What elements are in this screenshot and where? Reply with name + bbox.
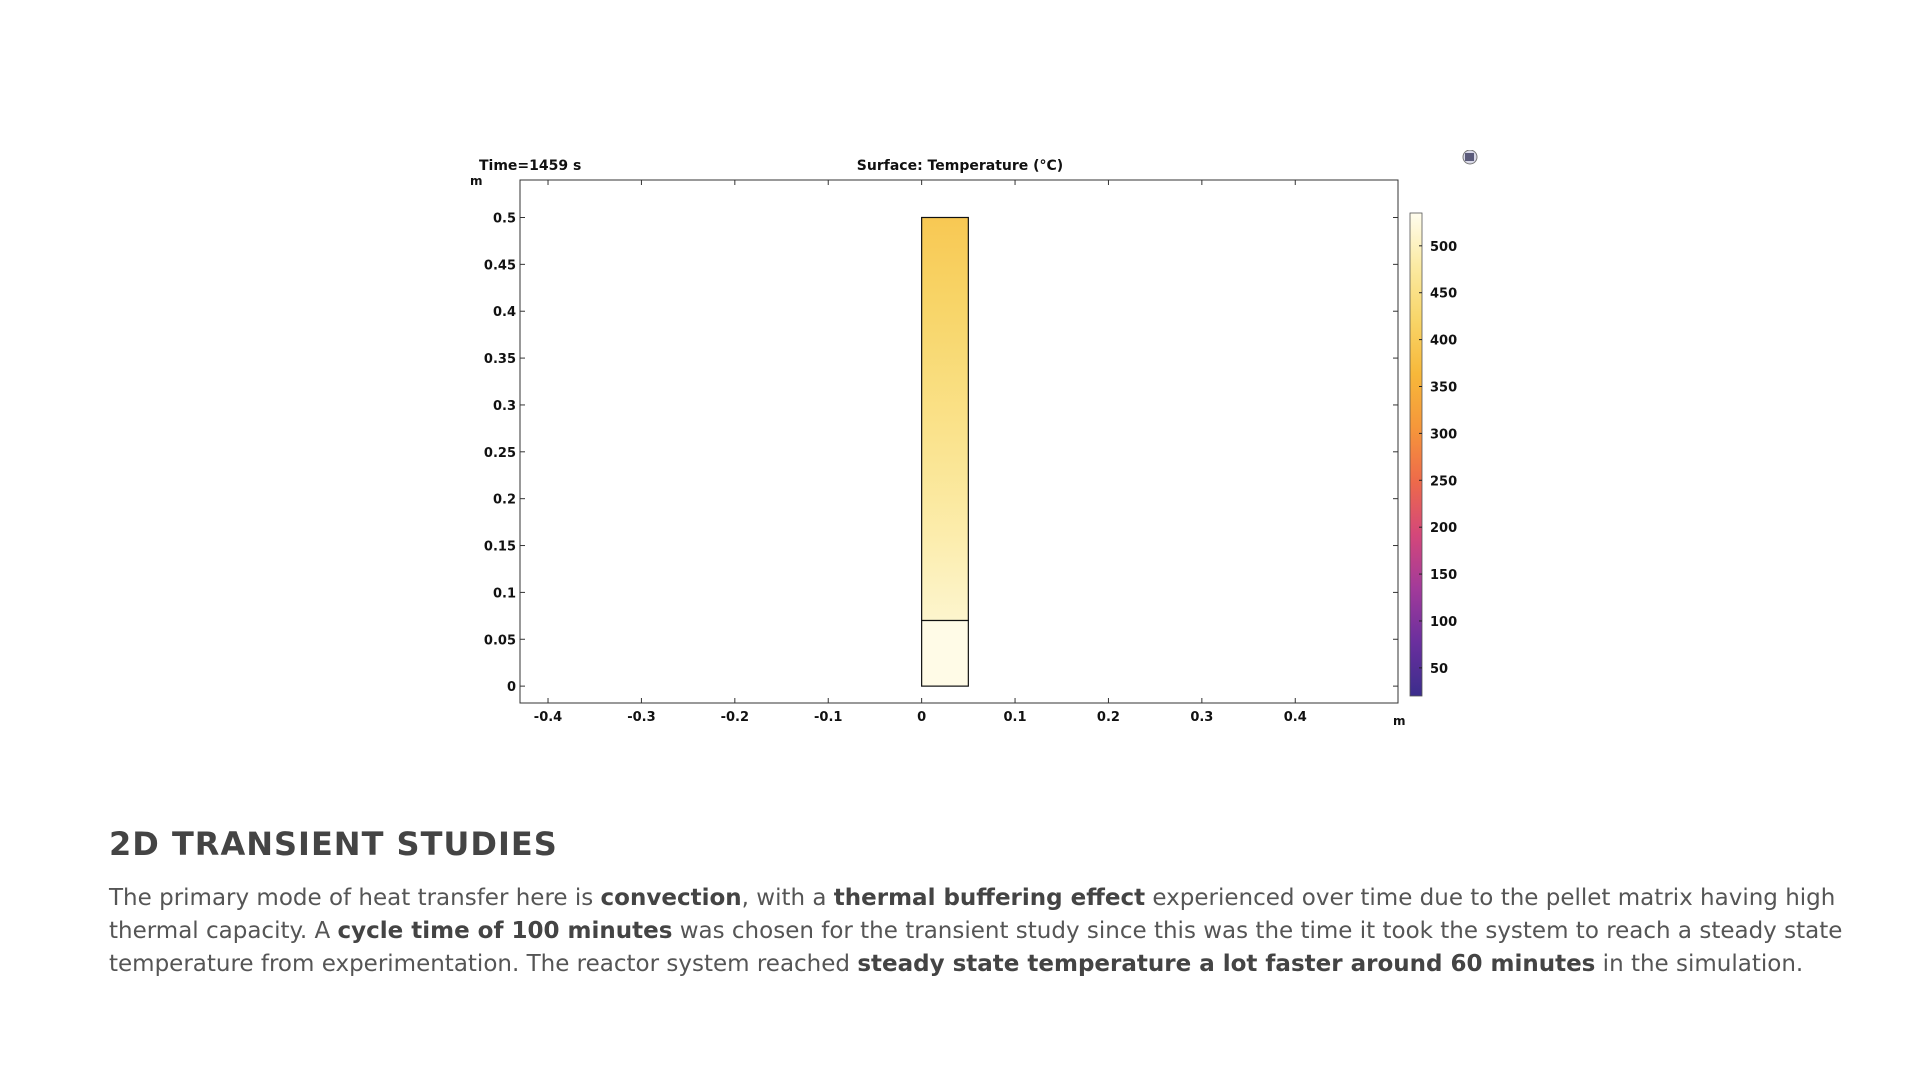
colorbar-tick-label: 50 xyxy=(1430,662,1448,677)
x-tick-label: -0.1 xyxy=(814,710,842,725)
colorbar-gradient xyxy=(1409,212,1423,697)
x-tick-label: 0.1 xyxy=(1004,710,1027,725)
plot-time-label: Time=1459 s xyxy=(479,158,581,174)
y-tick-label: 0.5 xyxy=(493,211,516,226)
y-tick-label: 0.45 xyxy=(484,258,516,273)
paragraph-text: , with a xyxy=(741,885,834,911)
section-title: 2D TRANSIENT STUDIES xyxy=(109,825,558,863)
colorbar-tick-label: 450 xyxy=(1430,287,1457,302)
colorbar-tick-label: 400 xyxy=(1430,334,1457,349)
section-paragraph: The primary mode of heat transfer here i… xyxy=(109,882,1869,981)
x-tick-label: -0.4 xyxy=(534,710,562,725)
domains-layer xyxy=(921,216,969,687)
y-tick-label: 0.35 xyxy=(484,352,516,367)
y-tick-label: 0.4 xyxy=(493,305,516,320)
colorbar-tick-label: 200 xyxy=(1430,521,1457,536)
x-axis-unit: m xyxy=(1393,714,1406,728)
x-tick-label: -0.3 xyxy=(627,710,655,725)
x-axis-ticks: -0.4 -0.3 -0.2 -0.1 0 0.1 0.2 0.3 0.4 xyxy=(534,180,1307,725)
temperature-plot: Time=1459 s Surface: Temperature (°C) m … xyxy=(460,150,1490,740)
colorbar-tick-label: 250 xyxy=(1430,474,1457,489)
colorbar: 50 100 150 200 250 300 350 400 450 500 xyxy=(1409,212,1457,697)
x-tick-label: 0.4 xyxy=(1284,710,1307,725)
x-tick-label: 0.3 xyxy=(1190,710,1213,725)
colorbar-tick-label: 500 xyxy=(1430,240,1457,255)
domain-1 xyxy=(921,619,969,687)
colorbar-tick-label: 350 xyxy=(1430,381,1457,396)
plot-svg: Time=1459 s Surface: Temperature (°C) m … xyxy=(470,150,1478,728)
emphasis-text: convection xyxy=(600,885,742,911)
paragraph-text: The primary mode of heat transfer here i… xyxy=(109,885,601,911)
emphasis-text: steady state temperature a lot faster ar… xyxy=(857,951,1596,977)
x-tick-label: 0 xyxy=(917,710,926,725)
y-tick-label: 0.05 xyxy=(484,633,516,648)
colorbar-tick-label: 150 xyxy=(1430,568,1457,583)
paragraph-text: in the simulation. xyxy=(1595,951,1804,977)
plot-title: Surface: Temperature (°C) xyxy=(857,158,1063,174)
y-tick-label: 0 xyxy=(507,680,516,695)
y-tick-label: 0.1 xyxy=(493,586,516,601)
y-tick-label: 0.2 xyxy=(493,493,516,508)
emphasis-text: thermal buffering effect xyxy=(833,885,1146,911)
colorbar-tick-label: 300 xyxy=(1430,427,1457,442)
emphasis-text: cycle time of 100 minutes xyxy=(337,918,673,944)
y-axis-ticks: 0 0.05 0.1 0.15 0.2 0.25 0.3 0.35 0.4 0.45 0.5 xyxy=(484,211,1398,695)
domain-0 xyxy=(921,216,969,622)
coordinate-system-icon xyxy=(1462,150,1478,165)
colorbar-tick-label: 100 xyxy=(1430,615,1457,630)
paragraph-text: experienced over time due to the pellet … xyxy=(109,885,1836,944)
y-tick-label: 0.3 xyxy=(493,399,516,414)
x-tick-label: -0.2 xyxy=(721,710,749,725)
y-axis-unit: m xyxy=(470,174,483,188)
x-tick-label: 0.2 xyxy=(1097,710,1120,725)
paragraph-text: was chosen for the transient study since… xyxy=(109,918,1843,977)
y-tick-label: 0.25 xyxy=(484,446,516,461)
icon-square xyxy=(1465,153,1474,161)
y-tick-label: 0.15 xyxy=(484,540,516,555)
